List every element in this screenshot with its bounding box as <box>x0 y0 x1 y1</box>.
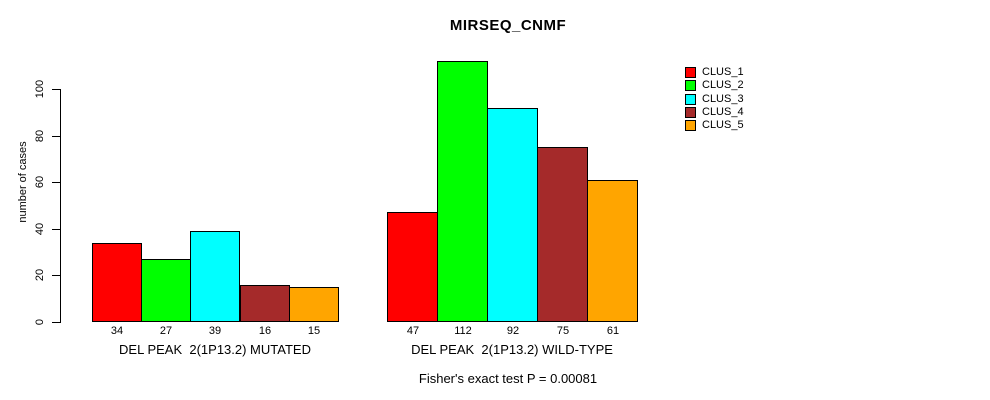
bar-clus_4-group1 <box>240 285 290 322</box>
legend-swatch-clus_4 <box>685 107 696 118</box>
y-tick-mark <box>52 136 60 137</box>
legend-item-clus_3: CLUS_3 <box>685 93 775 106</box>
legend-label: CLUS_4 <box>702 106 744 118</box>
chart-title: MIRSEQ_CNMF <box>449 17 567 34</box>
y-tick-mark <box>52 322 60 323</box>
bar-value-label: 61 <box>606 325 620 337</box>
bar-clus_3-group1 <box>190 231 240 322</box>
x-category-label: DEL PEAK 2(1P13.2) MUTATED <box>119 342 311 357</box>
legend-label: CLUS_3 <box>702 93 744 105</box>
legend-label: CLUS_2 <box>702 79 744 91</box>
y-tick-mark <box>52 275 60 276</box>
bar-clus_5-group1 <box>289 287 339 322</box>
bar-clus_1-group2 <box>387 212 438 322</box>
legend-swatch-clus_5 <box>685 120 696 131</box>
y-tick-mark <box>52 89 60 90</box>
y-axis-label: number of cases <box>17 141 29 223</box>
y-tick-label: 60 <box>34 175 46 189</box>
bar-value-label: 112 <box>454 325 472 337</box>
x-category-label: DEL PEAK 2(1P13.2) WILD-TYPE <box>411 342 613 357</box>
bar-clus_1-group1 <box>92 243 142 322</box>
bar-value-label: 47 <box>406 325 420 337</box>
bar-value-label: 39 <box>208 325 222 337</box>
legend-swatch-clus_1 <box>685 67 696 78</box>
y-tick-label: 0 <box>34 318 46 326</box>
legend-item-clus_4: CLUS_4 <box>685 106 775 119</box>
legend-item-clus_5: CLUS_5 <box>685 119 775 132</box>
bar-clus_2-group1 <box>141 259 191 322</box>
bar-value-label: 75 <box>556 325 570 337</box>
bar-value-label: 16 <box>258 325 272 337</box>
y-axis-line <box>60 89 61 323</box>
bar-clus_5-group2 <box>587 180 638 322</box>
y-tick-label: 80 <box>34 129 46 143</box>
y-tick-mark <box>52 182 60 183</box>
legend-swatch-clus_2 <box>685 80 696 91</box>
bar-clus_3-group2 <box>487 108 538 322</box>
bar-clus_4-group2 <box>537 147 588 322</box>
bar-value-label: 34 <box>110 325 124 337</box>
legend-label: CLUS_5 <box>702 119 744 131</box>
y-tick-mark <box>52 229 60 230</box>
bar-value-label: 27 <box>159 325 173 337</box>
legend-item-clus_2: CLUS_2 <box>685 79 775 92</box>
legend-item-clus_1: CLUS_1 <box>685 66 775 79</box>
y-tick-label: 20 <box>34 268 46 282</box>
legend-label: CLUS_1 <box>702 66 744 78</box>
y-tick-label: 100 <box>34 79 46 99</box>
bar-clus_2-group2 <box>437 61 488 322</box>
fisher-test-annotation: Fisher's exact test P = 0.00081 <box>418 371 598 386</box>
bar-value-label: 92 <box>506 325 520 337</box>
bar-value-label: 15 <box>307 325 321 337</box>
y-tick-label: 40 <box>34 222 46 236</box>
legend-swatch-clus_3 <box>685 94 696 105</box>
